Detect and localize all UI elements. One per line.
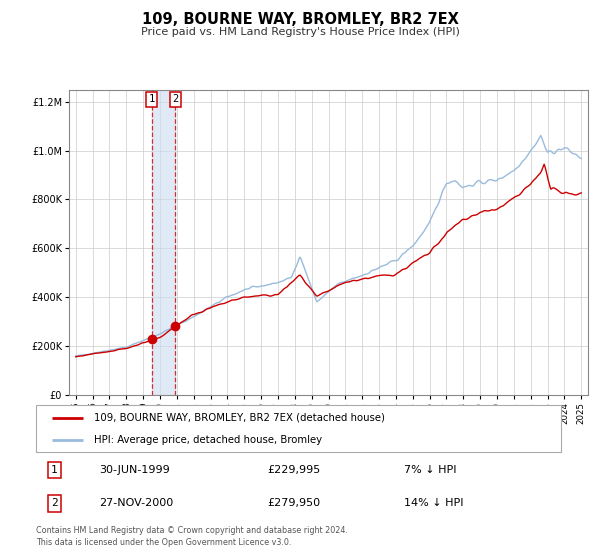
Text: HPI: Average price, detached house, Bromley: HPI: Average price, detached house, Brom… [94,435,322,445]
Text: 1: 1 [148,94,155,104]
Text: 1: 1 [51,465,58,475]
Text: Contains HM Land Registry data © Crown copyright and database right 2024.: Contains HM Land Registry data © Crown c… [36,526,348,535]
Text: £229,995: £229,995 [267,465,320,475]
Text: 2: 2 [172,94,179,104]
FancyBboxPatch shape [36,405,561,452]
Text: 7% ↓ HPI: 7% ↓ HPI [404,465,456,475]
Text: 30-JUN-1999: 30-JUN-1999 [99,465,170,475]
Bar [152,90,175,395]
Text: This data is licensed under the Open Government Licence v3.0.: This data is licensed under the Open Gov… [36,538,292,547]
Text: 14% ↓ HPI: 14% ↓ HPI [404,498,463,508]
Text: 27-NOV-2000: 27-NOV-2000 [99,498,173,508]
Text: 109, BOURNE WAY, BROMLEY, BR2 7EX: 109, BOURNE WAY, BROMLEY, BR2 7EX [142,12,458,27]
Text: £279,950: £279,950 [267,498,320,508]
Text: Price paid vs. HM Land Registry's House Price Index (HPI): Price paid vs. HM Land Registry's House … [140,27,460,37]
Text: 2: 2 [51,498,58,508]
Text: 109, BOURNE WAY, BROMLEY, BR2 7EX (detached house): 109, BOURNE WAY, BROMLEY, BR2 7EX (detac… [94,413,385,423]
